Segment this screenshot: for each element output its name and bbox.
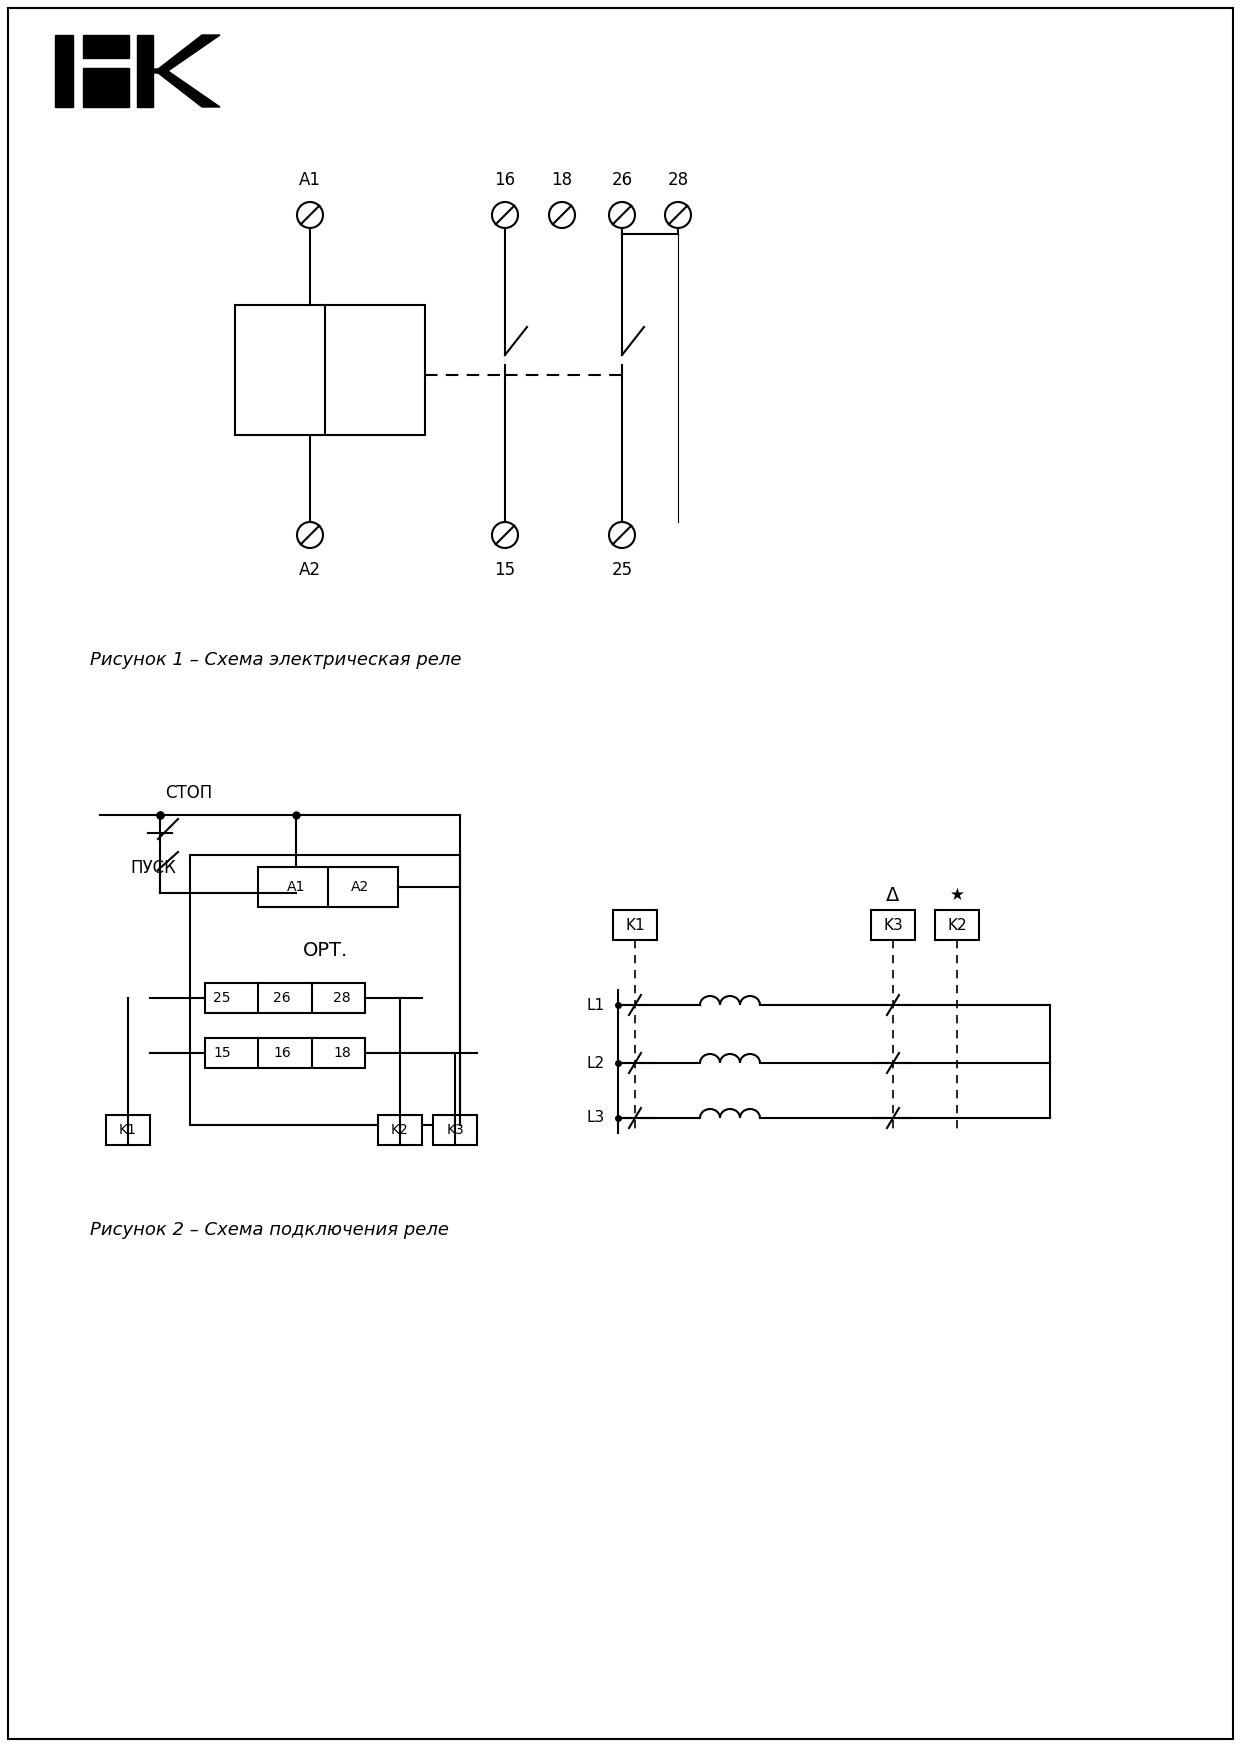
Text: Δ: Δ bbox=[886, 886, 900, 905]
Bar bbox=[55, 35, 73, 107]
Text: K3: K3 bbox=[884, 917, 903, 933]
Text: K2: K2 bbox=[391, 1123, 408, 1137]
Text: ОРТ.: ОРТ. bbox=[303, 940, 347, 959]
Bar bbox=[137, 35, 153, 107]
Text: 26: 26 bbox=[612, 171, 633, 189]
Text: L1: L1 bbox=[587, 998, 606, 1013]
Bar bbox=[433, 1115, 477, 1144]
Text: K1: K1 bbox=[119, 1123, 137, 1137]
Text: 15: 15 bbox=[213, 1046, 231, 1060]
Text: 28: 28 bbox=[668, 171, 689, 189]
Text: A1: A1 bbox=[287, 880, 305, 894]
Bar bbox=[205, 1038, 365, 1067]
Text: K3: K3 bbox=[446, 1123, 464, 1137]
Text: 26: 26 bbox=[273, 991, 290, 1005]
Text: 15: 15 bbox=[494, 561, 515, 578]
Text: A2: A2 bbox=[299, 561, 321, 578]
Text: A2: A2 bbox=[351, 880, 370, 894]
Text: 28: 28 bbox=[333, 991, 351, 1005]
Text: 18: 18 bbox=[551, 171, 572, 189]
Bar bbox=[934, 910, 979, 940]
Bar bbox=[871, 910, 915, 940]
Text: 16: 16 bbox=[273, 1046, 290, 1060]
Bar bbox=[205, 984, 365, 1013]
Text: A1: A1 bbox=[299, 171, 321, 189]
Text: L2: L2 bbox=[587, 1055, 606, 1071]
Text: ПУСК: ПУСК bbox=[130, 860, 176, 877]
Bar bbox=[258, 867, 398, 907]
Text: ★: ★ bbox=[949, 886, 964, 903]
Text: 16: 16 bbox=[494, 171, 515, 189]
Text: 25: 25 bbox=[612, 561, 633, 578]
Text: K2: K2 bbox=[947, 917, 967, 933]
Bar bbox=[83, 35, 129, 58]
Bar bbox=[83, 68, 129, 107]
Bar bbox=[235, 306, 424, 435]
Text: 18: 18 bbox=[333, 1046, 351, 1060]
Text: СТОП: СТОП bbox=[165, 784, 212, 802]
Text: Рисунок 1 – Схема электрическая реле: Рисунок 1 – Схема электрическая реле bbox=[91, 652, 462, 669]
Bar bbox=[105, 1115, 150, 1144]
Bar bbox=[379, 1115, 422, 1144]
Bar bbox=[613, 910, 656, 940]
Bar bbox=[190, 854, 460, 1125]
Polygon shape bbox=[153, 35, 220, 73]
Text: K1: K1 bbox=[625, 917, 645, 933]
Text: Рисунок 2 – Схема подключения реле: Рисунок 2 – Схема подключения реле bbox=[91, 1221, 449, 1239]
Text: 25: 25 bbox=[213, 991, 231, 1005]
Text: L3: L3 bbox=[587, 1111, 606, 1125]
Polygon shape bbox=[153, 68, 220, 107]
